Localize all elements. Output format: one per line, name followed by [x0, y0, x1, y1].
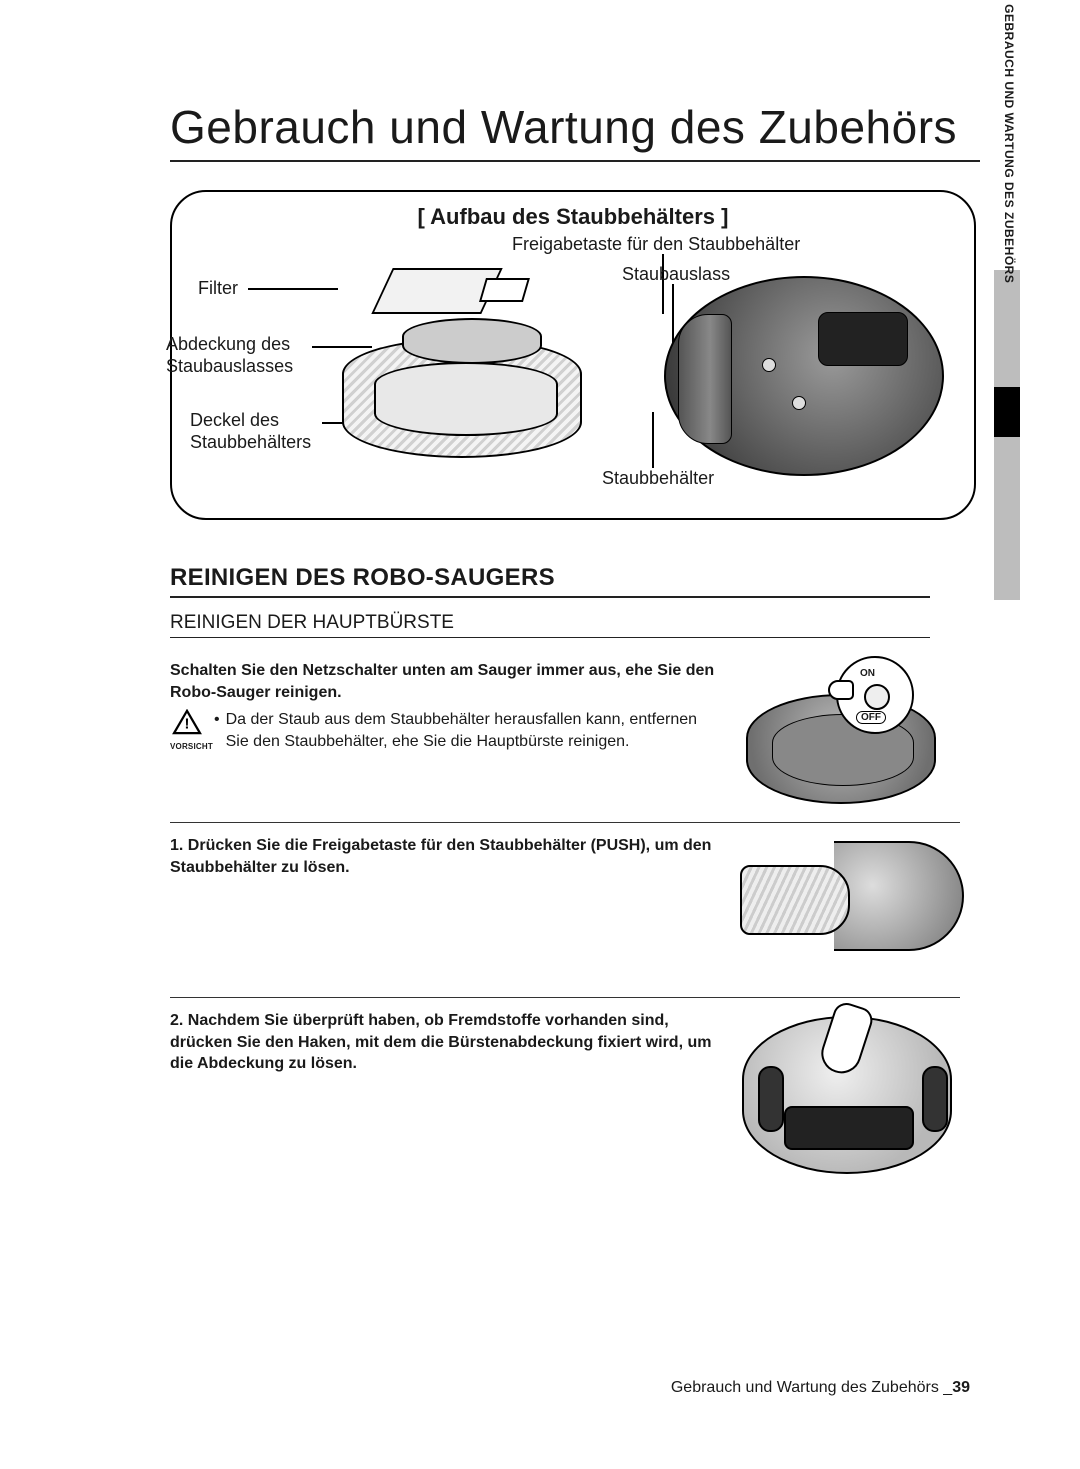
step-2: 2. Nachdem Sie überprüft haben, ob Fremd…: [170, 997, 960, 1172]
caution-icon: ! VORSICHT: [170, 709, 204, 752]
step1-text: 1. Drücken Sie die Freigabetaste für den…: [170, 835, 720, 878]
diagram-title: [ Aufbau des Staubbehälters ]: [192, 204, 954, 230]
illustration-robot-top: [644, 256, 944, 486]
footer-text: Gebrauch und Wartung des Zubehörs _: [671, 1379, 952, 1396]
illustration-brush-cover: [740, 1010, 960, 1180]
page-title: Gebrauch und Wartung des Zubehörs: [170, 100, 980, 162]
page-footer: Gebrauch und Wartung des Zubehörs _39: [671, 1379, 970, 1397]
step-1: 1. Drücken Sie die Freigabetaste für den…: [170, 822, 960, 997]
switch-on-label: ON: [860, 668, 875, 679]
label-cover: Abdeckung des Staubauslasses: [166, 334, 316, 377]
illustration-bin-release: [740, 835, 960, 955]
diagram-body: Filter Abdeckung des Staubauslasses Deck…: [192, 236, 954, 496]
step0-instruction: Schalten Sie den Netzschalter unten am S…: [170, 660, 720, 703]
page-number: 39: [952, 1379, 970, 1396]
caution-text: Da der Staub aus dem Staubbehälter herau…: [226, 709, 720, 752]
section-tab: [994, 270, 1020, 600]
illustration-dustbin-exploded: [342, 288, 602, 478]
svg-text:!: !: [185, 717, 190, 733]
heading-main-brush: REINIGEN DER HAUPTBÜRSTE: [170, 612, 930, 638]
bullet-dot: •: [214, 709, 220, 752]
label-lid: Deckel des Staubbehälters: [190, 410, 340, 453]
illustration-power-switch: ON OFF: [740, 660, 940, 810]
step2-text: 2. Nachdem Sie überprüft haben, ob Fremd…: [170, 1010, 720, 1075]
label-release-button: Freigabetaste für den Staubbehälter: [512, 234, 800, 256]
section-tab-label: 04 GEBRAUCH UND WARTUNG DES ZUBEHÖRS: [1002, 0, 1016, 286]
heading-cleaning-robot: REINIGEN DES ROBO-SAUGERS: [170, 564, 930, 598]
caution-label: VORSICHT: [170, 742, 204, 753]
label-filter: Filter: [198, 278, 238, 300]
diagram-dustbin-structure: [ Aufbau des Staubbehälters ] Filter Abd…: [170, 190, 976, 520]
step-switch-off: Schalten Sie den Netzschalter unten am S…: [170, 648, 960, 822]
switch-off-label: OFF: [856, 711, 886, 724]
